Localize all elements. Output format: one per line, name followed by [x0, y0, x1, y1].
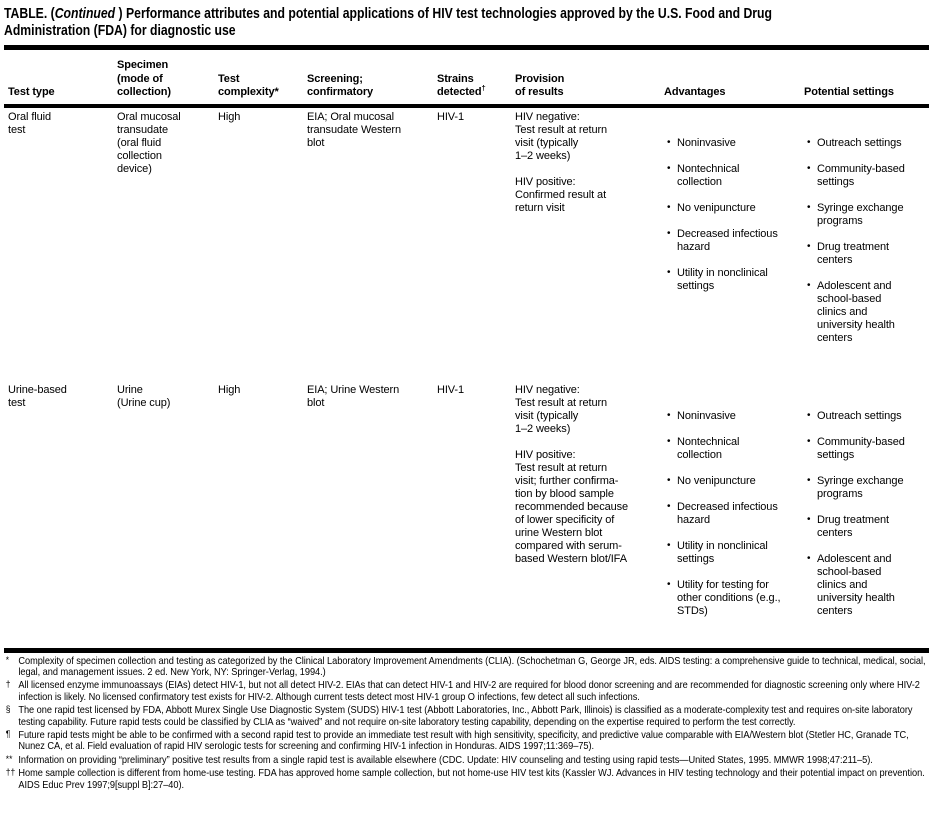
list-item: Adolescent and school-based clinics and …: [804, 279, 923, 345]
col-header-specimen: Specimen (mode of collection): [117, 59, 171, 98]
footnote-text: Future rapid tests might be able to be c…: [18, 729, 909, 753]
list-item: Noninvasive: [664, 409, 798, 423]
footnote-dagger: † All licensed enzyme immunoassays (EIAs…: [4, 679, 932, 703]
cell-screening-confirmatory: EIA; Oral mucosal transudate Western blo…: [307, 110, 401, 149]
cell-test-type: Urine-based test: [8, 383, 67, 409]
cell-screening-confirmatory: EIA; Urine Western blot: [307, 383, 400, 409]
cell-specimen: Oral mucosal transudate (oral fluid coll…: [117, 110, 181, 175]
cell-advantages: Noninvasive Nontechnical collection No v…: [664, 384, 804, 644]
col-header-screening-confirmatory: Screening; confirmatory: [307, 72, 374, 99]
list-item: Utility in nonclinical settings: [664, 266, 798, 293]
footnote-section-mark: § The one rapid test licensed by FDA, Ab…: [4, 704, 932, 728]
potential-settings-list: Outreach settings Community-based settin…: [804, 397, 923, 631]
cell-specimen: Urine (Urine cup): [117, 383, 171, 409]
footnotes-section: * Complexity of specimen collection and …: [4, 654, 932, 816]
list-item: Utility in nonclinical settings: [664, 539, 798, 566]
list-item: Nontechnical collection: [664, 162, 798, 189]
footnote-symbol: ¶: [5, 728, 11, 740]
table-title-text: TABLE. (Continued ) Performance attribut…: [4, 5, 933, 39]
footnote-double-dagger: †† Home sample collection is different f…: [4, 767, 932, 791]
footnote-text: Information on providing “preliminary” p…: [18, 754, 873, 766]
footnote-symbol: *: [5, 654, 10, 666]
table-row-oral-fluid-test: Oral fluid test Oral mucosal transudate …: [4, 111, 929, 371]
table-header-row: Test type Specimen (mode of collection) …: [4, 59, 929, 100]
list-item: Nontechnical collection: [664, 435, 798, 462]
list-item: Syringe exchange programs: [804, 201, 923, 228]
footnote-symbol: †: [5, 679, 11, 691]
list-item: Adolescent and school-based clinics and …: [804, 552, 923, 618]
list-item: Community-based settings: [804, 162, 923, 189]
col-header-advantages: Advantages: [664, 86, 726, 98]
footnote-symbol: ††: [5, 767, 16, 779]
title-divider-rule: [4, 45, 929, 50]
list-item: Outreach settings: [804, 409, 923, 423]
strains-detected-label: Strains detected: [437, 72, 482, 99]
cell-advantages: Noninvasive Nontechnical collection No v…: [664, 111, 804, 371]
cell-test-complexity: High: [218, 110, 241, 123]
col-header-test-type: Test type: [8, 86, 55, 98]
footnote-symbol: §: [5, 704, 11, 716]
footnote-text: All licensed enzyme immunoassays (EIAs) …: [18, 680, 920, 703]
cell-potential-settings: Outreach settings Community-based settin…: [804, 111, 929, 371]
table-row-urine-based-test: Urine-based test Urine (Urine cup) High …: [4, 384, 929, 644]
table-title: TABLE. (Continued ) Performance attribut…: [4, 5, 929, 43]
footnote-pilcrow: ¶ Future rapid tests might be able to be…: [4, 728, 932, 753]
potential-settings-list: Outreach settings Community-based settin…: [804, 124, 923, 358]
footnotes-text-block: * Complexity of specimen collection and …: [4, 654, 932, 793]
cell-test-type: Oral fluid test: [8, 110, 52, 136]
title-suffix: ) Performance attributes and potential a…: [4, 5, 772, 39]
advantages-list: Noninvasive Nontechnical collection No v…: [664, 124, 798, 306]
title-prefix: TABLE. (: [4, 5, 55, 22]
cell-test-complexity: High: [218, 383, 241, 396]
cell-provision-of-results: HIV negative: Test result at return visi…: [515, 110, 608, 214]
list-item: Decreased infectious hazard: [664, 500, 798, 527]
cell-provision-of-results: HIV negative: Test result at return visi…: [515, 383, 629, 565]
title-continued-label: Continued: [54, 5, 116, 22]
table-body: Oral fluid test Oral mucosal transudate …: [4, 111, 929, 644]
advantages-list: Noninvasive Nontechnical collection No v…: [664, 397, 798, 631]
footnote-double-asterisk: ** Information on providing “preliminary…: [4, 753, 932, 766]
col-header-provision-of-results: Provision of results: [515, 72, 565, 99]
list-item: Decreased infectious hazard: [664, 227, 798, 254]
cell-strains-detected: HIV-1: [437, 383, 465, 396]
footnote-text: Home sample collection is different from…: [18, 768, 925, 791]
header-divider-rule: [4, 103, 929, 108]
table-bottom-rule: [4, 647, 929, 653]
list-item: Outreach settings: [804, 136, 923, 150]
col-header-test-complexity: Test complexity*: [218, 72, 279, 99]
col-header-strains-detected: Strains detected†: [437, 73, 515, 100]
footnote-text: Complexity of specimen collection and te…: [18, 655, 926, 678]
list-item: No venipuncture: [664, 201, 798, 215]
col-header-potential-settings: Potential settings: [804, 86, 894, 98]
list-item: No venipuncture: [664, 474, 798, 488]
footnote-asterisk: * Complexity of specimen collection and …: [4, 654, 932, 679]
list-item: Drug treatment centers: [804, 240, 923, 267]
list-item: Community-based settings: [804, 435, 923, 462]
list-item: Syringe exchange programs: [804, 474, 923, 501]
footnote-symbol: **: [5, 753, 13, 765]
list-item: Utility for testing for other conditions…: [664, 578, 798, 618]
list-item: Noninvasive: [664, 136, 798, 150]
footnote-text: The one rapid test licensed by FDA, Abbo…: [18, 705, 913, 728]
list-item: Drug treatment centers: [804, 513, 923, 540]
cell-strains-detected: HIV-1: [437, 110, 465, 123]
dagger-footnote-marker: †: [481, 83, 486, 93]
cell-potential-settings: Outreach settings Community-based settin…: [804, 384, 929, 644]
